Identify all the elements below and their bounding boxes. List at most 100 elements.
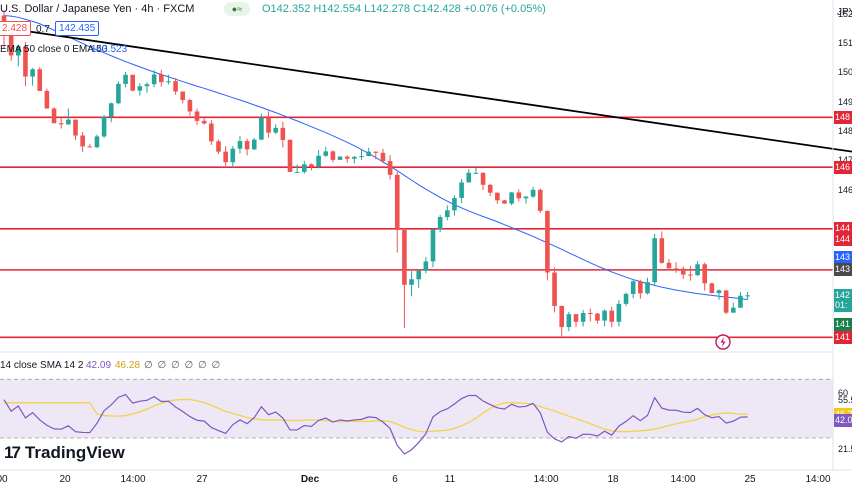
rsi-lines — [3, 393, 748, 455]
candle — [352, 156, 357, 164]
time-tick-label: 18 — [607, 474, 619, 485]
candle — [673, 262, 679, 273]
time-tick-label: 6 — [392, 474, 398, 485]
time-tick-label: 14:00 — [805, 474, 831, 485]
candle-body — [473, 172, 479, 174]
candle-body — [609, 310, 615, 322]
candles — [1, 10, 750, 339]
candle-body — [123, 74, 128, 84]
candle — [66, 108, 71, 125]
rsi-pane — [0, 378, 833, 439]
candle-body — [545, 210, 550, 273]
candle — [209, 119, 214, 145]
currency-label: JPY — [837, 7, 852, 18]
candle-body — [58, 123, 64, 125]
candle-body — [280, 127, 286, 140]
buy-price-button[interactable]: 142.435 — [55, 21, 100, 36]
candle — [731, 302, 736, 313]
ema-legend-label[interactable]: EMA 50 close 0 EMA 50 — [0, 44, 108, 55]
candle-body — [745, 295, 750, 297]
market-status-icon[interactable]: ●≈ — [224, 2, 250, 16]
candle-body — [323, 151, 329, 156]
candle-body — [723, 290, 729, 313]
candle — [588, 308, 593, 322]
candle — [680, 266, 686, 279]
candle-body — [695, 264, 700, 276]
candle — [452, 195, 457, 216]
ohlc-values: O142.352 H142.554 L142.278 C142.428 +0.0… — [262, 3, 546, 15]
candle-body — [294, 171, 300, 173]
candle-body — [302, 164, 307, 172]
candle-body — [166, 81, 171, 83]
candle — [502, 200, 507, 204]
candle — [123, 71, 128, 88]
price-tick-label: 148 — [838, 126, 852, 136]
tradingview-logo[interactable]: 17 TradingView — [4, 443, 125, 463]
rsi-band-background — [0, 379, 833, 438]
candle — [159, 69, 164, 87]
candle — [716, 289, 722, 300]
rsi-tick-label: 21.5 — [838, 444, 852, 455]
candle — [187, 98, 193, 116]
candle — [337, 156, 343, 160]
candle-body — [502, 200, 507, 204]
candle — [87, 143, 93, 148]
candle-body — [588, 312, 593, 314]
price-tick-label: 150 — [838, 67, 852, 78]
alert-icon[interactable] — [715, 334, 731, 350]
candle — [387, 155, 393, 180]
tradingview-logo-icon: 17 — [4, 443, 21, 462]
candle-body — [652, 238, 657, 283]
candle — [616, 300, 622, 327]
candle — [316, 149, 321, 169]
candle — [509, 191, 514, 206]
candle-body — [580, 312, 586, 322]
candle-body — [130, 74, 135, 91]
candle-body — [116, 83, 121, 104]
candle — [559, 305, 564, 339]
price-badge: 144 — [834, 233, 852, 247]
candle — [251, 138, 257, 151]
candle-body — [409, 279, 414, 285]
level-price-badge: 141 — [834, 330, 852, 344]
time-tick-label: 20 — [59, 474, 71, 485]
candle-body — [638, 281, 643, 294]
candle — [545, 210, 550, 281]
candle-body — [509, 192, 514, 204]
candle — [602, 309, 607, 327]
candle — [638, 279, 643, 299]
candle-body — [201, 120, 207, 124]
candle-body — [330, 151, 336, 160]
candle-body — [159, 74, 164, 83]
candle-body — [51, 108, 57, 124]
candle — [659, 231, 665, 264]
candle-body — [709, 283, 715, 294]
rsi-ma-line — [4, 398, 748, 433]
symbol-title[interactable]: U.S. Dollar / Japanese Yen · 4h · FXCM — [0, 3, 195, 15]
candle — [280, 122, 286, 148]
candle-body — [194, 111, 200, 121]
time-tick-label: 25 — [744, 474, 756, 485]
rsi-legend-ma-value: 46.28 — [115, 360, 141, 371]
candle — [466, 168, 472, 183]
rsi-legend-label[interactable]: 14 close SMA 14 2 — [0, 360, 84, 371]
candle — [180, 91, 186, 104]
time-tick-label: 14:00 — [670, 474, 696, 485]
sell-price-button[interactable]: 2.428 — [0, 21, 32, 36]
candle-body — [180, 91, 186, 101]
candle-body — [259, 117, 264, 140]
price-badge: 143 — [834, 262, 852, 276]
candle — [216, 139, 221, 154]
candle-body — [80, 135, 85, 147]
candle — [566, 311, 572, 332]
candle-body — [216, 141, 221, 152]
candle — [344, 155, 350, 163]
candle-body — [566, 314, 572, 328]
candle-body — [537, 189, 543, 211]
candle — [595, 312, 600, 324]
candle — [30, 68, 35, 86]
candle-body — [416, 270, 421, 280]
candle — [173, 78, 178, 95]
candle — [201, 117, 207, 125]
